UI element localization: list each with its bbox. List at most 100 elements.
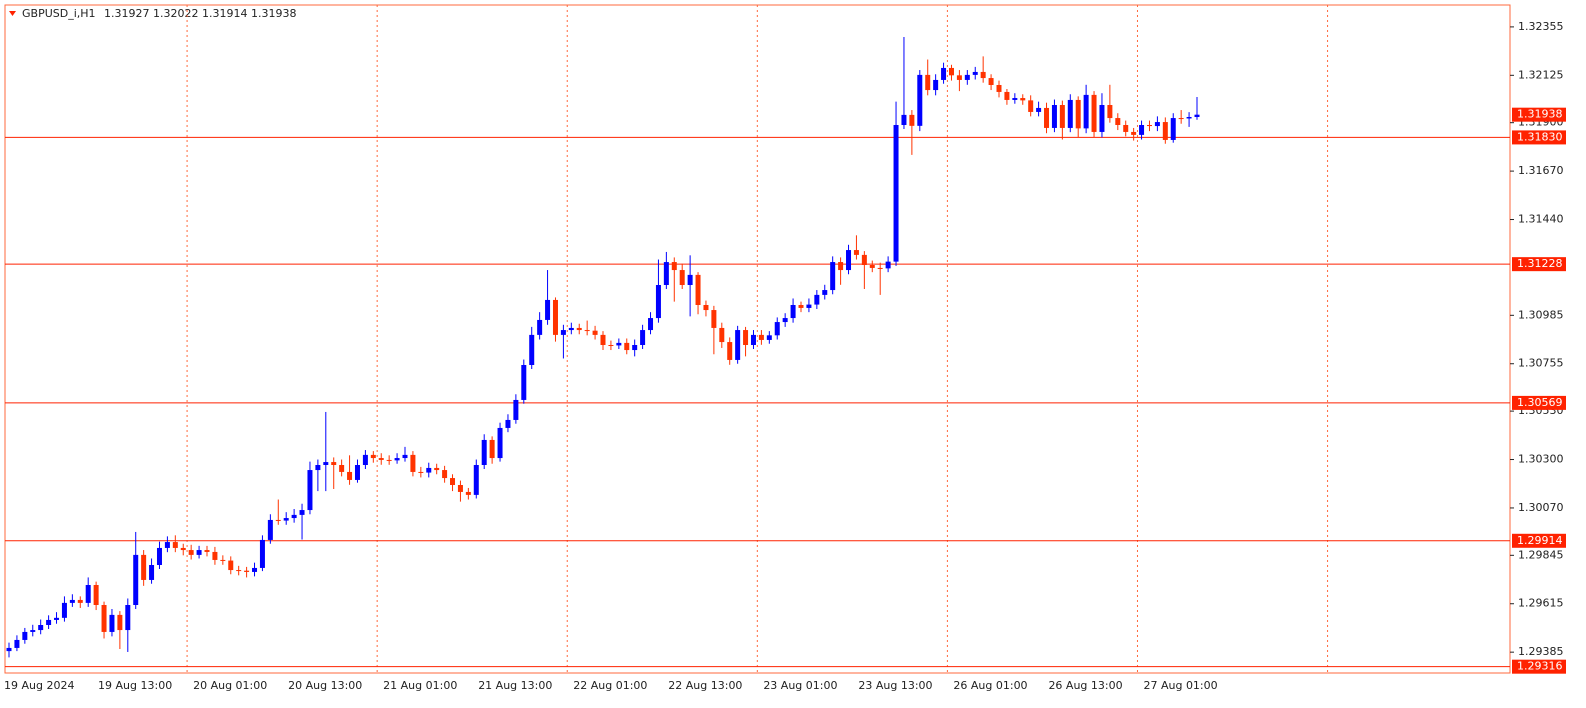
candle-body [695,274,701,305]
candle-body [576,327,582,331]
level-label: 1.31830 [1517,130,1563,143]
x-tick-label: 21 Aug 13:00 [478,679,552,692]
symbol-label: GBPUSD_i,H1 [22,7,96,20]
candle-body [798,305,804,308]
candle-body [1123,125,1129,132]
candle-body [616,342,622,346]
candle-body [782,318,788,323]
candle-body [1067,99,1073,128]
x-tick-label: 20 Aug 13:00 [288,679,362,692]
candle-body [687,274,693,285]
level-label-bg [1512,395,1566,410]
x-tick-label: 19 Aug 2024 [4,679,74,692]
candle-body [1012,98,1018,100]
candle-body [513,399,519,420]
candle-body [727,342,733,360]
candle-body [1004,91,1010,100]
y-tick-label: 1.31440 [1518,213,1564,226]
candle-body [291,514,297,519]
candle-body [410,454,416,472]
x-tick-label: 26 Aug 13:00 [1048,679,1122,692]
candle-body [846,250,852,271]
candle-body [640,330,646,345]
candle-body [93,585,99,605]
header-close: 1.31938 [251,7,297,20]
candle-body [663,262,669,285]
candle-body [61,602,67,618]
candle-body [941,67,947,80]
candle-body [996,85,1002,92]
candle-body [624,342,630,351]
candle-body [465,491,471,495]
candle-body [69,599,75,603]
candle-body [1020,98,1026,101]
x-tick-label: 19 Aug 13:00 [98,679,172,692]
candle-body [125,605,131,631]
x-tick-label: 26 Aug 01:00 [953,679,1027,692]
candle-body [259,539,265,568]
candle-body [671,262,677,271]
candle-body [450,478,456,485]
x-tick-label: 20 Aug 01:00 [193,679,267,692]
y-tick-label: 1.32125 [1518,68,1564,81]
candle-body [735,330,741,360]
level-label: 1.31228 [1517,257,1563,270]
candle-body [1083,94,1089,129]
candle-body [584,330,590,332]
candle-body [766,335,772,340]
candle-body [1115,118,1121,125]
candle-body [370,454,376,459]
candle-body [560,330,566,335]
candle-body [149,565,155,580]
candle-body [1044,107,1050,128]
candle-body [1051,105,1057,128]
candle-body [600,334,606,345]
candle-body [46,619,52,625]
candle-body [861,254,867,265]
candle-body [1139,125,1145,135]
header-low: 1.31914 [202,7,248,20]
x-tick-label: 22 Aug 13:00 [668,679,742,692]
candle-body [228,560,234,571]
candle-body [933,79,939,91]
x-tick-label: 22 Aug 01:00 [573,679,647,692]
candle-body [188,550,194,555]
candle-body [38,625,44,631]
header-high: 1.32022 [153,7,199,20]
candle-body [909,114,915,126]
y-tick-label: 1.29385 [1518,645,1564,658]
candle-body [964,74,970,80]
y-tick-label: 1.30985 [1518,308,1564,321]
candle-body [988,78,994,85]
candle-body [830,262,836,291]
candle-body [402,454,408,459]
candle-body [1186,117,1192,119]
candle-body [85,585,91,603]
candle-body [252,567,258,572]
candle-body [299,510,305,515]
price-label-bg [1512,107,1566,122]
candle-body [323,462,329,465]
candle-body [853,250,859,255]
candle-body [1059,105,1065,128]
candle-body [275,519,281,521]
candle-body [347,471,353,480]
candle-body [1036,107,1042,112]
candle-body [655,285,661,319]
candle-body [378,458,384,460]
candle-body [426,467,432,473]
candle-body [180,547,186,551]
candle-body [885,261,891,269]
level-label: 1.29914 [1517,534,1563,547]
candle-body [1178,118,1184,120]
candle-body [869,265,875,268]
candle-body [212,551,218,560]
price-label: 1.31938 [1517,108,1563,121]
level-label: 1.30569 [1517,396,1563,409]
header-open: 1.31927 [104,7,150,20]
candle-body [758,334,764,340]
candle-body [267,519,273,540]
candle-body [806,304,812,308]
candle-body [545,299,551,320]
